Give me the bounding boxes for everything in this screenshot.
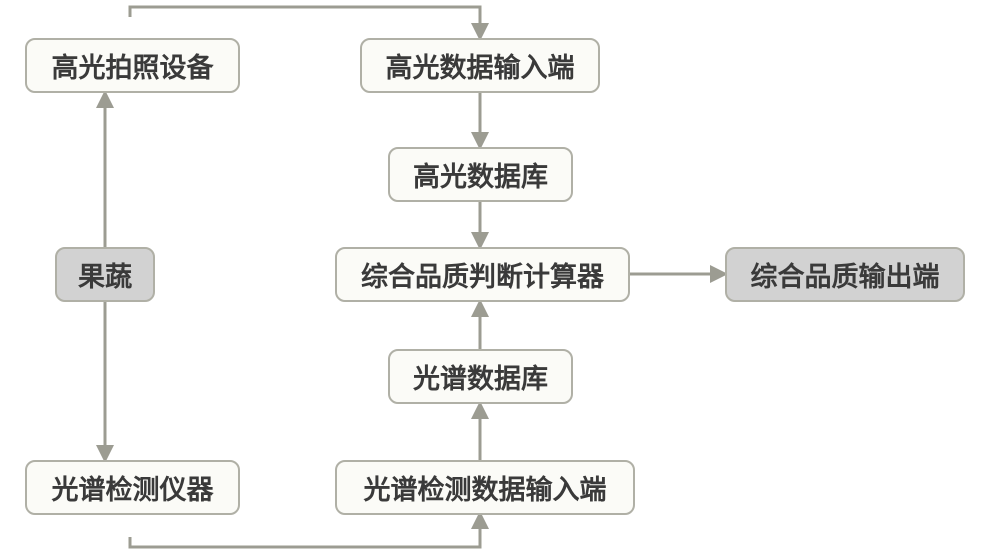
node-hl_input: 高光数据输入端: [360, 38, 600, 93]
node-calculator: 综合品质判断计算器: [335, 247, 630, 302]
node-hl_db: 高光数据库: [388, 147, 573, 202]
node-output: 综合品质输出端: [725, 247, 965, 302]
node-spectrometer: 光谱检测仪器: [25, 460, 240, 515]
edge-2: [130, 7, 480, 38]
node-spec_db: 光谱数据库: [388, 349, 573, 404]
node-produce: 果蔬: [55, 247, 155, 302]
node-spec_input: 光谱检测数据输入端: [335, 460, 635, 515]
edge-8: [130, 514, 480, 547]
node-camera: 高光拍照设备: [25, 38, 240, 93]
flowchart-canvas: 高光拍照设备 高光数据输入端高光数据库果蔬 综合品质判断计算器 综合品质输出端光谱数据…: [0, 0, 1000, 558]
